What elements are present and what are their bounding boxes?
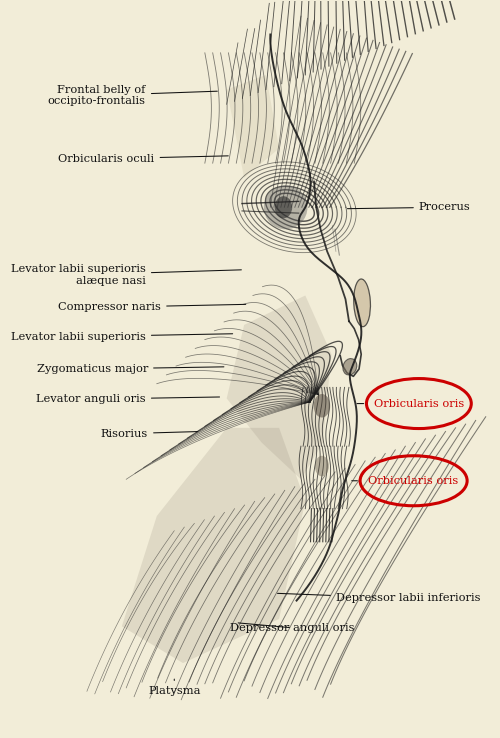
Ellipse shape	[274, 196, 292, 218]
Text: Compressor naris: Compressor naris	[58, 303, 246, 312]
Text: Depressor labii inferioris: Depressor labii inferioris	[278, 593, 480, 604]
Text: Levator anguli oris: Levator anguli oris	[36, 394, 220, 404]
Text: Procerus: Procerus	[348, 202, 470, 213]
Text: Orbicularis oris: Orbicularis oris	[374, 399, 464, 409]
Text: Risorius: Risorius	[101, 429, 198, 438]
Text: Frontal belly of
occipito-frontalis: Frontal belly of occipito-frontalis	[48, 85, 217, 106]
Ellipse shape	[343, 359, 357, 375]
Ellipse shape	[314, 394, 330, 418]
Polygon shape	[226, 75, 279, 178]
Text: Platysma: Platysma	[148, 679, 201, 696]
Polygon shape	[122, 428, 306, 663]
Ellipse shape	[264, 185, 308, 230]
Text: Zygomaticus major: Zygomaticus major	[36, 364, 224, 374]
Polygon shape	[226, 295, 332, 479]
Ellipse shape	[354, 279, 370, 327]
Ellipse shape	[315, 456, 329, 476]
Text: Orbicularis oris: Orbicularis oris	[368, 476, 458, 486]
Text: Depressor anguli oris: Depressor anguli oris	[230, 623, 354, 632]
Text: Levator labii superioris
alæque nasi: Levator labii superioris alæque nasi	[11, 264, 241, 286]
Text: Levator labii superioris: Levator labii superioris	[11, 331, 232, 342]
Text: Orbicularis oculi: Orbicularis oculi	[58, 154, 228, 164]
